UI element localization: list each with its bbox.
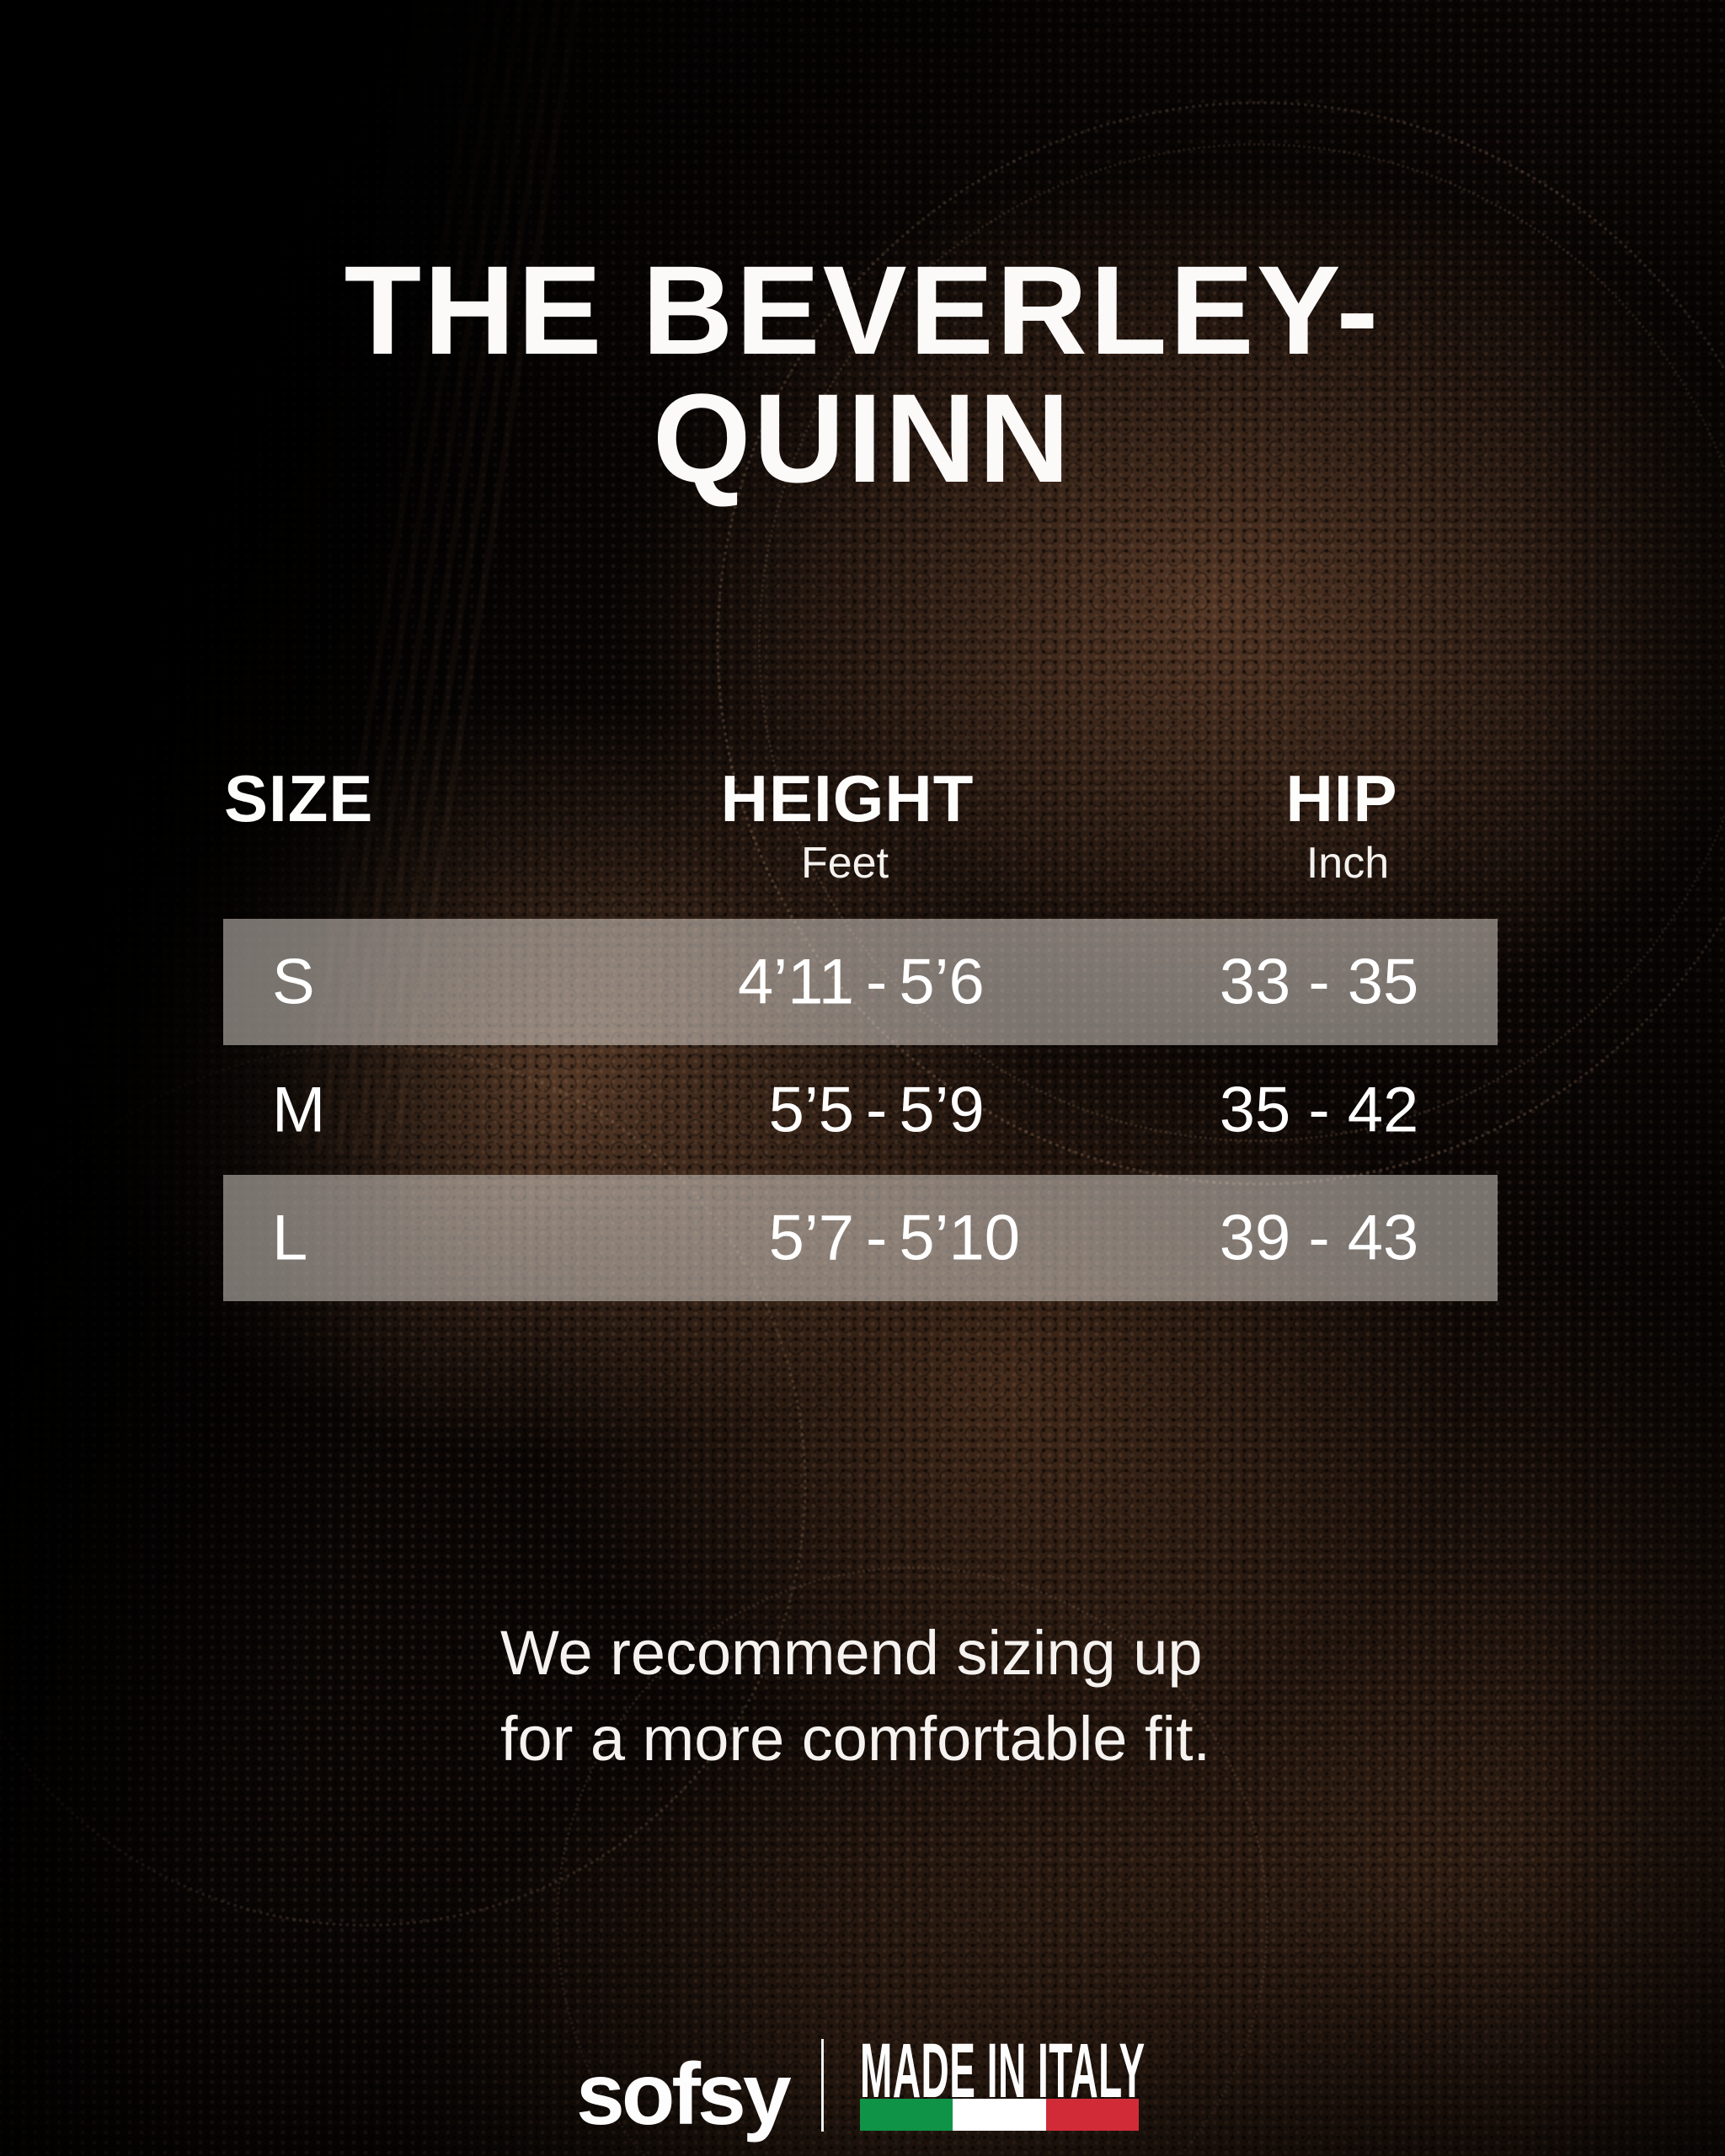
size-label: L <box>272 1202 308 1274</box>
height-from: 5’5 <box>768 1074 854 1146</box>
column-header-height: HEIGHT <box>720 761 975 835</box>
size-label: M <box>272 1074 326 1146</box>
range-dash: - <box>866 946 888 1018</box>
column-unit-feet: Feet <box>800 839 889 888</box>
italy-flag-white <box>953 2099 1046 2131</box>
table-row-s: S 4’11 - 5’6 33 - 35 <box>223 919 1498 1045</box>
sizing-note-line2: for a more comfortable fit. <box>500 1704 1211 1774</box>
height-to: 5’6 <box>899 946 985 1018</box>
sizing-note-line1: We recommend sizing up <box>500 1618 1203 1688</box>
brand-logo: sofsy <box>576 2046 792 2143</box>
height-range: 5’7 - 5’10 <box>728 1202 1042 1275</box>
height-range: 4’11 - 5’6 <box>728 946 1042 1019</box>
height-from: 4’11 <box>737 946 854 1018</box>
page-title-line1: THE BEVERLEY- <box>344 239 1381 381</box>
range-dash: - <box>866 1074 888 1146</box>
column-header-size: SIZE <box>224 761 374 835</box>
hip-range: 39 - 43 <box>1219 1202 1419 1274</box>
height-to: 5’9 <box>899 1074 985 1146</box>
size-label: S <box>272 946 315 1018</box>
page-title: THE BEVERLEY- QUINN <box>0 246 1725 502</box>
sizing-note: We recommend sizing up for a more comfor… <box>500 1610 1210 1782</box>
height-to: 5’10 <box>899 1202 1020 1274</box>
table-row-l: L 5’7 - 5’10 39 - 43 <box>223 1175 1498 1301</box>
italy-flag-green <box>860 2099 953 2131</box>
hip-range: 35 - 42 <box>1219 1074 1419 1146</box>
column-header-hip: HIP <box>1285 761 1398 835</box>
italy-flag-icon <box>860 2099 1139 2131</box>
table-row-m: M 5’5 - 5’9 35 - 42 <box>223 1047 1498 1173</box>
height-from: 5’7 <box>768 1202 854 1274</box>
range-dash: - <box>866 1202 888 1274</box>
column-unit-inch: Inch <box>1306 839 1390 888</box>
footer-divider <box>821 2039 824 2132</box>
hip-range: 33 - 35 <box>1219 946 1419 1018</box>
italy-flag-red <box>1045 2099 1139 2131</box>
height-range: 5’5 - 5’9 <box>728 1074 1042 1147</box>
page-title-line2: QUINN <box>652 367 1073 509</box>
